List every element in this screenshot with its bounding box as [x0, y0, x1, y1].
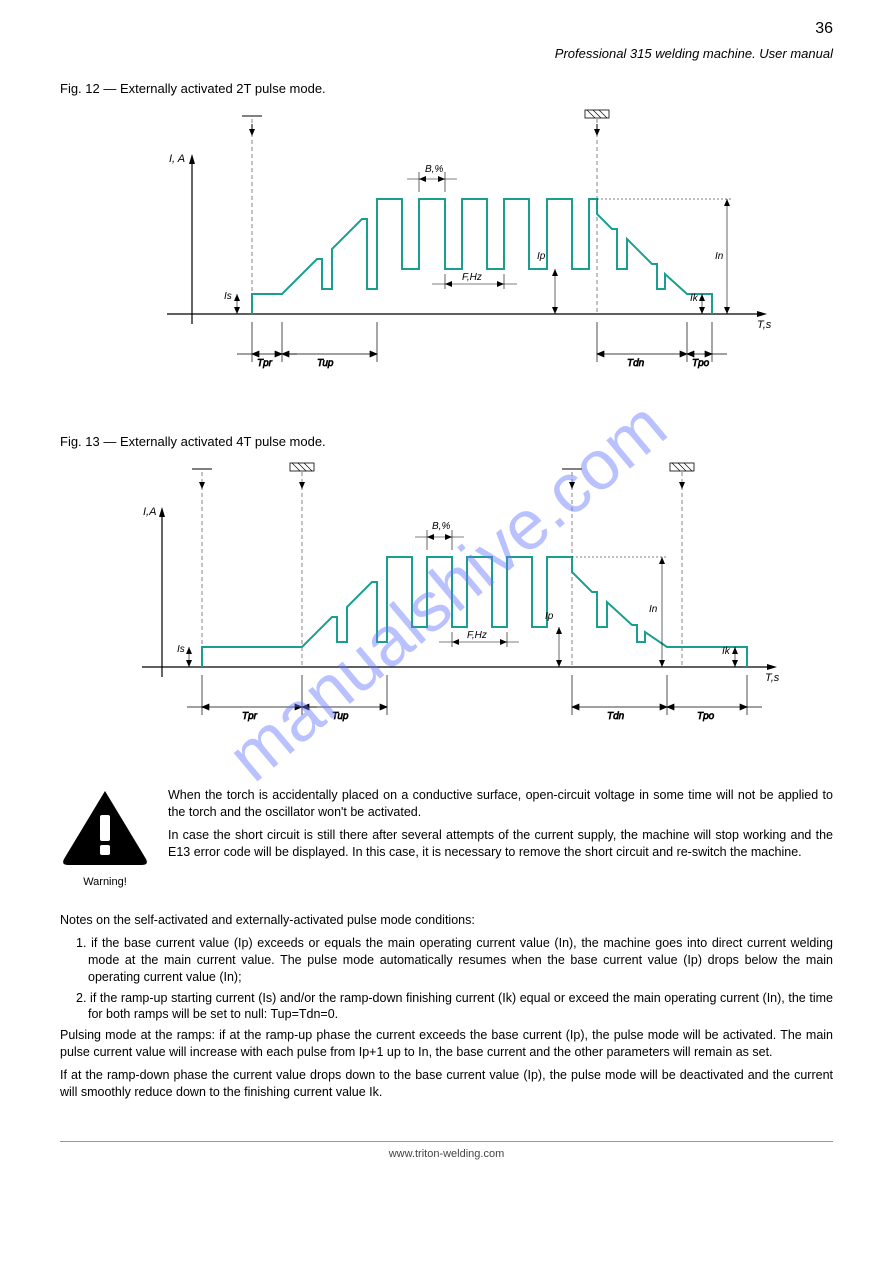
notes-intro: Notes on the self-activated and external…	[60, 912, 833, 929]
warning-p1: When the torch is accidentally placed on…	[168, 787, 833, 821]
footer: www.triton-welding.com	[60, 1141, 833, 1160]
label-tdn: Tdn	[627, 358, 645, 369]
label-tpo: Tpo	[692, 358, 710, 369]
axis-x-label: T,s	[757, 319, 772, 331]
label-in-2: In	[649, 604, 658, 615]
warning-p2: In case the short circuit is still there…	[168, 827, 833, 861]
label-b: B,%	[425, 164, 443, 175]
figure-12-block: Fig. 12 — Externally activated 2T pulse …	[60, 81, 833, 404]
page-number: 36	[60, 20, 833, 38]
warning-icon	[60, 787, 150, 867]
marker-1	[192, 469, 212, 667]
label-tdn-2: Tdn	[607, 711, 625, 722]
figure-13-block: Fig. 13 — Externally activated 4T pulse …	[60, 434, 833, 757]
marker-4	[670, 463, 694, 667]
notes-block: Notes on the self-activated and external…	[60, 912, 833, 1101]
warning-block: Warning! When the torch is accidentally …	[60, 787, 833, 888]
waveform-curve	[252, 199, 712, 314]
waveform-curve-2	[202, 557, 747, 667]
label-tpr: Tpr	[257, 358, 273, 369]
press-marker-start	[242, 116, 262, 314]
label-is-2: Is	[177, 644, 185, 655]
figure-13-label: Fig. 13 — Externally activated 4T pulse …	[60, 434, 833, 449]
axis-y-label: I, A	[169, 153, 185, 165]
note-2: 2. if the ramp-up starting current (Is) …	[60, 990, 833, 1024]
label-ik-2: Ik	[722, 646, 731, 657]
label-tup: Tup	[317, 358, 334, 369]
label-tpr-2: Tpr	[242, 711, 258, 722]
diagram-svg: I, A T,s	[107, 104, 787, 404]
diagram-svg-2: I,A T,s	[107, 457, 787, 757]
label-in: In	[715, 251, 724, 262]
page-title: Professional 315 welding machine. User m…	[60, 46, 833, 61]
marker-2	[290, 463, 314, 667]
note-3: Pulsing mode at the ramps: if at the ram…	[60, 1027, 833, 1061]
label-tup-2: Tup	[332, 711, 349, 722]
axis-x-label-2: T,s	[765, 672, 780, 684]
figure-13-diagram: I,A T,s	[107, 457, 787, 757]
label-ip: Ip	[537, 251, 546, 262]
label-b-2: B,%	[432, 521, 450, 532]
label-fhz-2: F,Hz	[467, 630, 487, 641]
note-1: 1. if the base current value (Ip) exceed…	[60, 935, 833, 986]
warning-text: When the torch is accidentally placed on…	[168, 787, 833, 867]
label-fhz: F,Hz	[462, 272, 482, 283]
label-ip-2: Ip	[545, 611, 554, 622]
figure-12-label: Fig. 12 — Externally activated 2T pulse …	[60, 81, 833, 96]
warning-icon-wrap: Warning!	[60, 787, 150, 888]
axis-y-label-2: I,A	[143, 506, 156, 518]
label-is: Is	[224, 291, 232, 302]
figure-12-diagram: I, A T,s	[107, 104, 787, 404]
note-4: If at the ramp-down phase the current va…	[60, 1067, 833, 1101]
label-ik: Ik	[690, 293, 699, 304]
label-tpo-2: Tpo	[697, 711, 715, 722]
warning-caption: Warning!	[60, 876, 150, 888]
